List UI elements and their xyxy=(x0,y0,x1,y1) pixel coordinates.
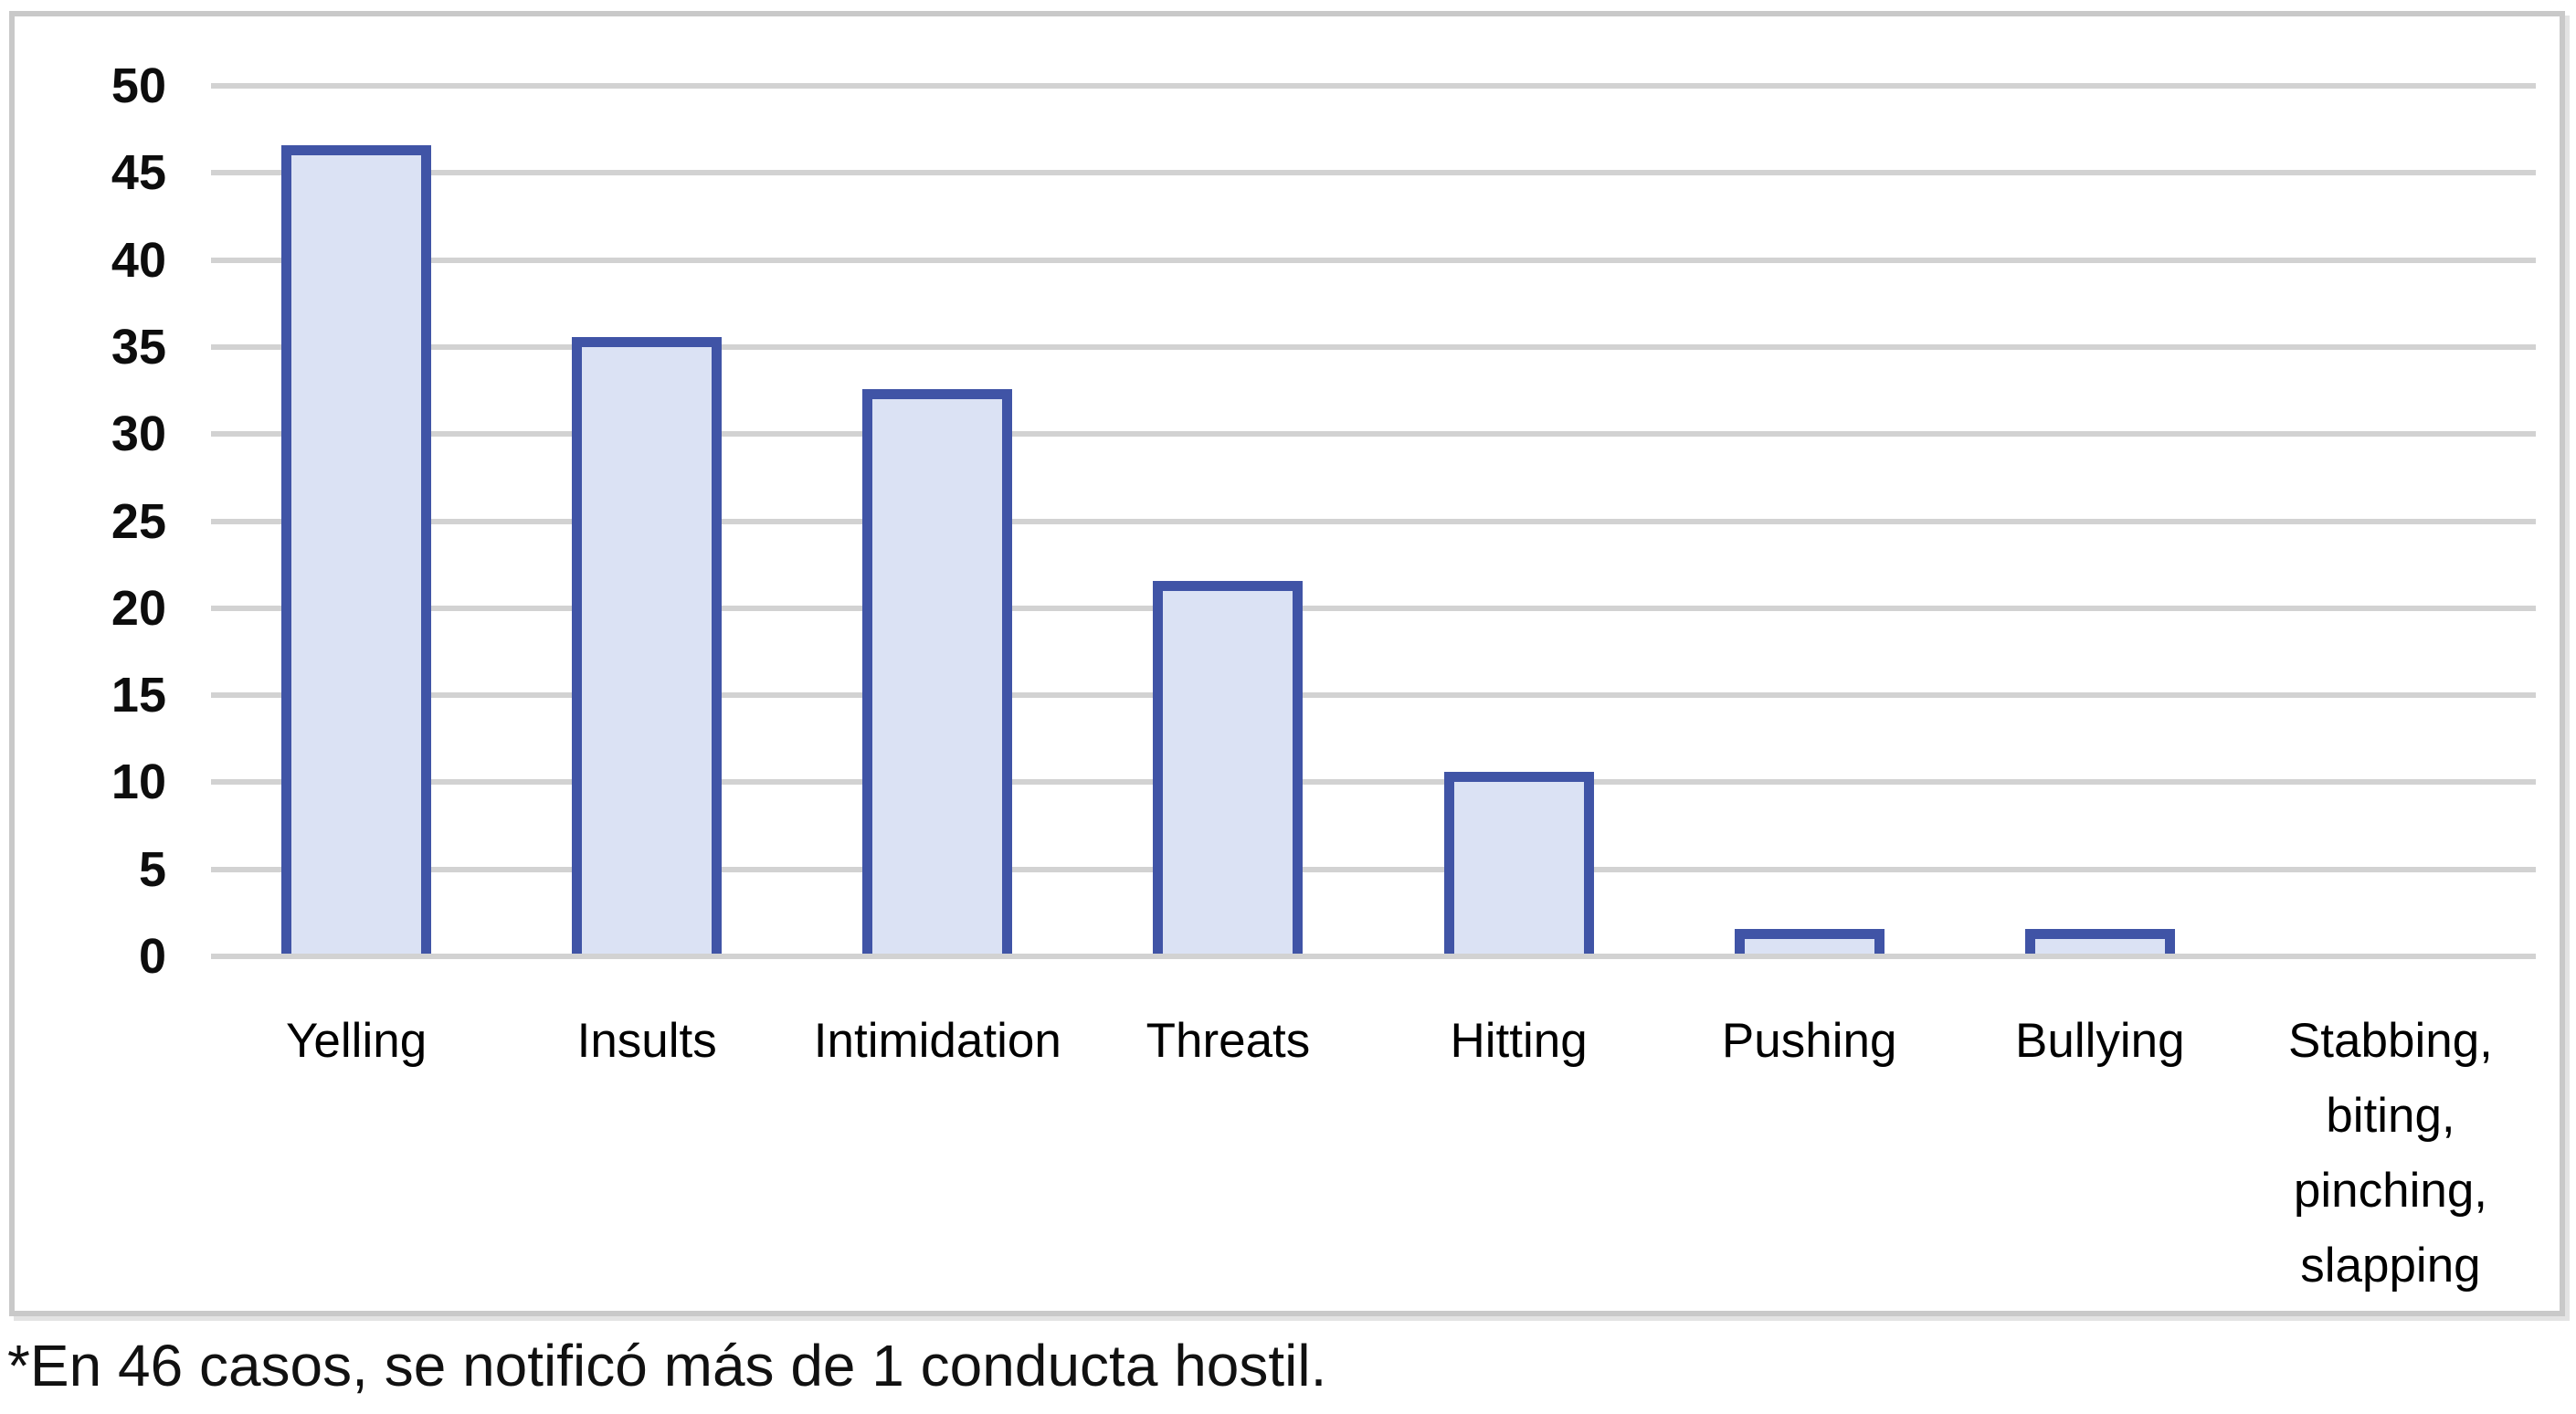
x-axis-label-line: Yelling xyxy=(285,1014,428,1068)
y-axis-tick-label: 5 xyxy=(138,841,166,897)
x-axis-category-label: Bullying xyxy=(1945,1004,2255,1079)
x-axis-category-label: Insults xyxy=(491,1004,802,1079)
y-axis-tick-label: 0 xyxy=(138,929,166,984)
bar-yelling xyxy=(281,145,432,956)
x-axis-label-line: slapping xyxy=(2300,1239,2481,1293)
x-axis-label-line: Intimidation xyxy=(813,1014,1061,1068)
chart-footnote: *En 46 casos, se notificó más de 1 condu… xyxy=(7,1333,1327,1398)
y-axis-tick-label: 20 xyxy=(111,580,166,636)
gridline-25 xyxy=(211,518,2536,524)
bar-intimidation xyxy=(862,389,1013,956)
bar-hitting xyxy=(1443,772,1594,956)
x-axis-label-line: Stabbing, xyxy=(2287,1014,2493,1068)
gridline-40 xyxy=(211,257,2536,263)
y-axis-tick-label: 15 xyxy=(111,668,166,723)
x-axis-label-line: Hitting xyxy=(1450,1014,1588,1068)
y-axis-tick-label: 35 xyxy=(111,319,166,375)
x-axis-label-line: Threats xyxy=(1145,1014,1311,1068)
y-axis-tick-label: 45 xyxy=(111,145,166,201)
y-axis-tick-label: 40 xyxy=(111,232,166,288)
x-axis-label-line: Insults xyxy=(576,1014,717,1068)
x-axis-label-line: Bullying xyxy=(2015,1014,2185,1068)
x-axis-label-line: Pushing xyxy=(1721,1014,1897,1068)
y-axis-tick-label: 50 xyxy=(111,58,166,113)
bar-bullying xyxy=(2024,928,2175,956)
x-axis-category-label: Stabbing, biting, pinching, slapping xyxy=(2235,1004,2546,1303)
y-axis-tick-label: 30 xyxy=(111,406,166,462)
x-axis-category-label: Intimidation xyxy=(782,1004,1093,1079)
bar-threats xyxy=(1153,580,1304,956)
x-axis-label-line: biting, xyxy=(2326,1089,2455,1143)
x-axis-category-label: Threats xyxy=(1072,1004,1383,1079)
gridline-10 xyxy=(211,779,2536,786)
y-axis-tick-label: 10 xyxy=(111,754,166,810)
chart-frame: 0 5 10 15 20 25 30 35 40 45 50 Yelling Insults Intim… xyxy=(9,11,2565,1316)
gridline-45 xyxy=(211,170,2536,176)
gridline-20 xyxy=(211,605,2536,611)
gridline-35 xyxy=(211,343,2536,350)
bar-pushing xyxy=(1734,928,1884,956)
y-axis-tick-label: 25 xyxy=(111,493,166,549)
bar-insults xyxy=(572,336,723,956)
gridline-30 xyxy=(211,431,2536,438)
gridline-50 xyxy=(211,83,2536,89)
x-axis-label-line: pinching, xyxy=(2293,1164,2488,1218)
x-axis-category-label: Pushing xyxy=(1654,1004,1965,1079)
gridline-0 xyxy=(211,954,2536,959)
x-axis-category-label: Yelling xyxy=(201,1004,512,1079)
gridline-15 xyxy=(211,692,2536,699)
x-axis-category-label: Hitting xyxy=(1364,1004,1674,1079)
gridline-5 xyxy=(211,866,2536,872)
